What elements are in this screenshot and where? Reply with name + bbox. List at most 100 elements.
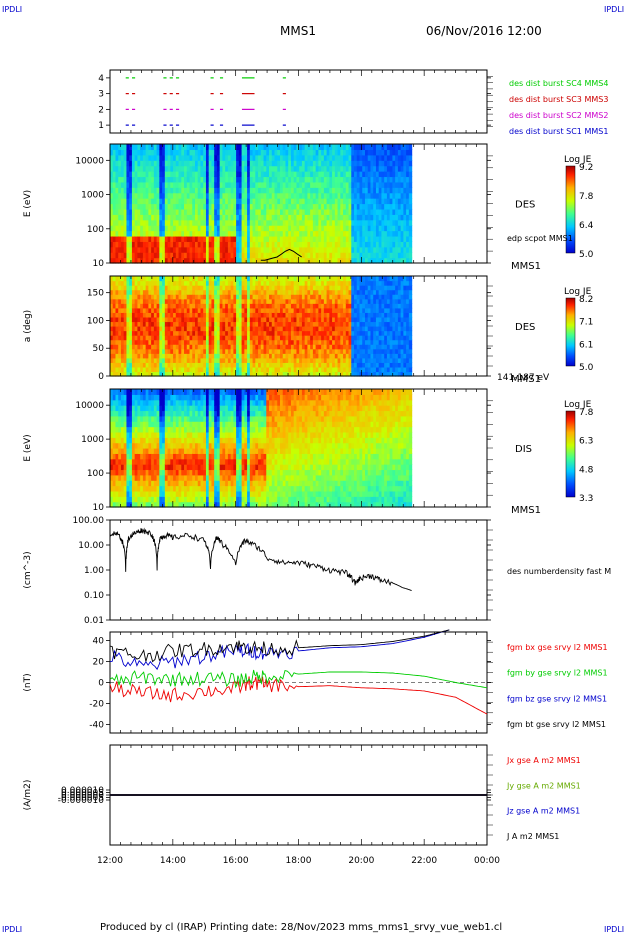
heatmap-cell (277, 192, 281, 199)
heatmap-cell (145, 198, 149, 205)
legend-label: des dist burst SC2 MMS2 (509, 111, 608, 120)
heatmap-cell (362, 371, 366, 377)
heatmap-cell (269, 241, 273, 248)
heatmap-cell (203, 235, 207, 242)
heatmap-cell (321, 144, 325, 151)
heatmap-cell (230, 280, 234, 286)
heatmap-cell (263, 348, 267, 354)
heatmap-cell (323, 214, 328, 221)
heatmap-cell (164, 160, 169, 167)
heatmap-cell (392, 312, 396, 318)
heatmap-cell (329, 316, 333, 323)
heatmap-cell (277, 235, 281, 242)
heatmap-cell (354, 371, 358, 377)
heatmap-cell (252, 149, 256, 156)
heatmap-cell (153, 198, 158, 205)
heatmap-cell (293, 257, 298, 264)
heatmap-cell (236, 230, 240, 237)
heatmap-cell (312, 149, 317, 156)
heatmap-cell (167, 181, 171, 188)
heatmap-cell (216, 165, 221, 172)
heatmap-cell (137, 335, 141, 341)
heatmap-cell (381, 348, 385, 354)
heatmap-cell (225, 335, 229, 341)
heatmap-cell (153, 187, 158, 194)
heatmap-cell (227, 303, 232, 309)
heatmap-cell (233, 176, 237, 183)
heatmap-cell (307, 335, 311, 341)
heatmap-cell (288, 214, 292, 221)
heatmap-cell (170, 241, 174, 248)
heatmap-cell (241, 192, 245, 199)
heatmap-cell (115, 335, 119, 341)
heatmap-cell (266, 339, 270, 345)
heatmap-cell (310, 353, 314, 359)
heatmap-cell (293, 330, 298, 336)
heatmap-cell (258, 241, 262, 248)
heatmap-cell (175, 208, 180, 215)
heatmap-cell (131, 312, 136, 318)
heatmap-cell (153, 225, 158, 232)
heatmap-cell (389, 326, 394, 332)
heatmap-cell (375, 371, 380, 377)
heatmap-cell (271, 316, 276, 323)
heatmap-cell (337, 241, 341, 248)
heatmap-cell (244, 366, 248, 373)
heatmap-cell (241, 203, 245, 210)
heatmap-cell (373, 289, 377, 295)
heatmap-cell (205, 321, 210, 327)
heatmap-cell (151, 303, 155, 309)
heatmap-cell (301, 339, 306, 345)
heatmap-cell (244, 176, 248, 183)
heatmap-cell (244, 171, 248, 178)
heatmap-cell (241, 326, 245, 332)
heatmap-cell (110, 230, 114, 237)
heatmap-cell (120, 294, 125, 300)
heatmap-cell (186, 312, 191, 318)
heatmap-cell (140, 312, 144, 318)
heatmap-cell (386, 371, 391, 377)
heatmap-cell (282, 362, 287, 368)
colorbar-label: Log JE (564, 155, 592, 165)
heatmap-cell (312, 252, 317, 259)
heatmap-cell (334, 348, 339, 354)
heatmap-cell (304, 192, 309, 199)
heatmap-cell (362, 339, 366, 345)
heatmap-cell (356, 214, 361, 221)
heatmap-cell (310, 303, 314, 309)
heatmap-cell (142, 187, 147, 194)
heatmap-cell (310, 335, 314, 341)
heatmap-cell (244, 316, 248, 323)
heatmap-cell (356, 362, 361, 368)
heatmap-cell (277, 144, 281, 151)
heatmap-cell (304, 219, 309, 226)
heatmap-cell (312, 339, 317, 345)
heatmap-cell (120, 241, 125, 248)
colorbar-tick-label: 5.0 (579, 250, 594, 260)
heatmap-cell (269, 192, 273, 199)
heatmap-cell (129, 252, 133, 259)
heatmap-cell (351, 371, 355, 377)
heatmap-cell (321, 371, 325, 377)
heatmap-cell (340, 149, 344, 156)
heatmap-cell (112, 344, 117, 350)
heatmap-cell (162, 198, 166, 205)
heatmap-cell (214, 219, 218, 226)
heatmap-cell (260, 246, 265, 253)
heatmap-cell (392, 330, 396, 336)
heatmap-cell (148, 326, 152, 332)
heatmap-cell (233, 335, 237, 341)
heatmap-cell (214, 335, 218, 341)
heatmap-cell (364, 303, 369, 309)
heatmap-cell (252, 181, 256, 188)
heatmap-cell (343, 203, 347, 210)
heatmap-cell (244, 225, 248, 232)
heatmap-cell (227, 230, 232, 237)
heatmap-cell (329, 187, 333, 194)
heatmap-cell (197, 326, 202, 332)
heatmap-cell (255, 230, 259, 237)
heatmap-cell (354, 176, 358, 183)
heatmap-cell (375, 289, 380, 295)
heatmap-cell (290, 219, 295, 226)
heatmap-cell (189, 235, 193, 242)
